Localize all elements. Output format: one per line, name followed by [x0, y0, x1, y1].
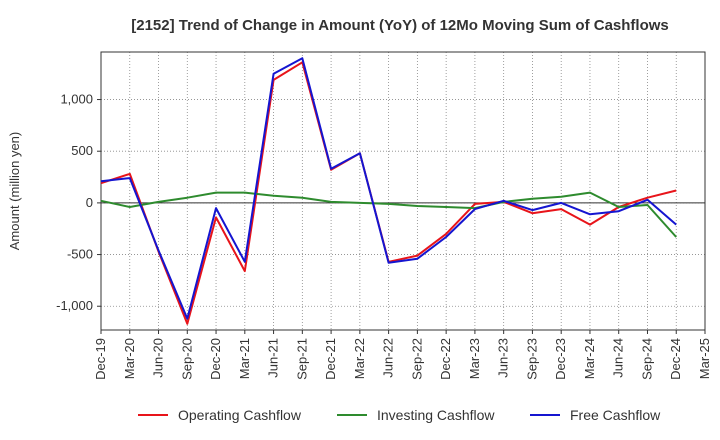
- y-tick-label: 0: [86, 195, 93, 210]
- x-tick-label: Dec-23: [553, 338, 568, 380]
- x-tick-label: Jun-22: [381, 338, 396, 378]
- x-tick-label: Dec-21: [323, 338, 338, 380]
- x-tick-label: Mar-23: [467, 338, 482, 379]
- legend-label-free-cashflow: Free Cashflow: [570, 407, 661, 423]
- legend: Operating Cashflow Investing Cashflow Free…: [138, 407, 661, 423]
- y-tick-label: 1,000: [60, 92, 93, 107]
- y-tick-label: 500: [71, 143, 93, 158]
- x-tick-label: Mar-20: [122, 338, 137, 379]
- series-line-free-cashflow: [100, 57, 677, 320]
- legend-label-operating-cashflow: Operating Cashflow: [178, 407, 302, 423]
- y-axis-label: Amount (million yen): [7, 132, 22, 251]
- x-tick-label: Mar-21: [237, 338, 252, 379]
- x-tick-label: Dec-22: [438, 338, 453, 380]
- y-tick-label: -1,000: [56, 298, 93, 313]
- x-tick-label: Mar-22: [352, 338, 367, 379]
- legend-label-investing-cashflow: Investing Cashflow: [377, 407, 495, 423]
- y-axis-ticks: -1,000 -500 0 500 1,000: [56, 92, 101, 313]
- chart-title: [2152] Trend of Change in Amount (YoY) o…: [131, 17, 669, 34]
- series-line-investing-cashflow: [100, 191, 677, 238]
- x-tick-label: Sep-24: [639, 338, 654, 380]
- x-tick-label: Dec-24: [668, 338, 683, 380]
- plot-frame: [100, 51, 706, 331]
- x-tick-label: Sep-23: [524, 338, 539, 380]
- x-tick-label: Mar-24: [582, 338, 597, 379]
- x-tick-label: Mar-25: [697, 338, 712, 379]
- x-tick-label: Dec-19: [93, 338, 108, 380]
- x-tick-label: Sep-22: [409, 338, 424, 380]
- x-tick-label: Jun-23: [496, 338, 511, 378]
- x-axis-ticks: Dec-19 Mar-20 Jun-20 Sep-20 Dec-20 Mar-21 Jun-…: [93, 330, 712, 380]
- x-tick-label: Jun-20: [151, 338, 166, 378]
- x-tick-label: Sep-21: [294, 338, 309, 380]
- x-tick-label: Jun-24: [611, 338, 626, 378]
- x-tick-label: Jun-21: [266, 338, 281, 378]
- y-tick-label: -500: [67, 247, 93, 262]
- series-lines: [100, 57, 677, 325]
- x-tick-label: Dec-20: [208, 338, 223, 380]
- x-tick-label: Sep-20: [179, 338, 194, 380]
- grid: [100, 52, 706, 330]
